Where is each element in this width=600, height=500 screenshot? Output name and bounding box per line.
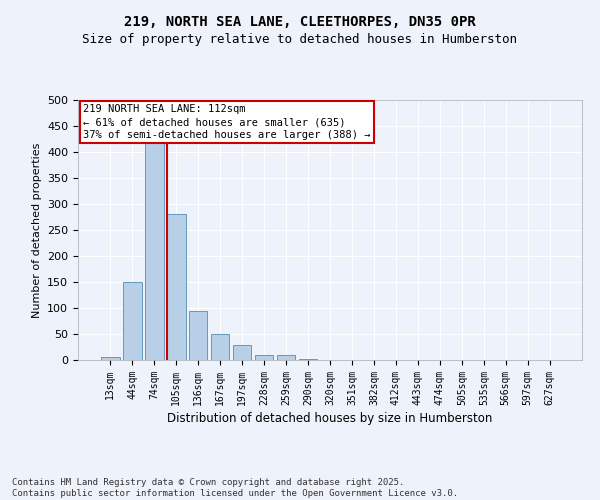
Bar <box>299 359 317 360</box>
Bar <box>145 142 164 360</box>
Bar <box>167 214 185 360</box>
Bar <box>211 334 229 360</box>
Bar <box>255 355 274 360</box>
Bar <box>123 282 142 360</box>
Text: 219 NORTH SEA LANE: 112sqm
← 61% of detached houses are smaller (635)
37% of sem: 219 NORTH SEA LANE: 112sqm ← 61% of deta… <box>83 104 371 141</box>
Bar <box>189 310 208 360</box>
Y-axis label: Number of detached properties: Number of detached properties <box>32 142 41 318</box>
Bar <box>101 358 119 360</box>
Text: Size of property relative to detached houses in Humberston: Size of property relative to detached ho… <box>83 32 517 46</box>
Text: 219, NORTH SEA LANE, CLEETHORPES, DN35 0PR: 219, NORTH SEA LANE, CLEETHORPES, DN35 0… <box>124 15 476 29</box>
Bar <box>277 355 295 360</box>
Text: Contains HM Land Registry data © Crown copyright and database right 2025.
Contai: Contains HM Land Registry data © Crown c… <box>12 478 458 498</box>
X-axis label: Distribution of detached houses by size in Humberston: Distribution of detached houses by size … <box>167 412 493 425</box>
Bar <box>233 346 251 360</box>
